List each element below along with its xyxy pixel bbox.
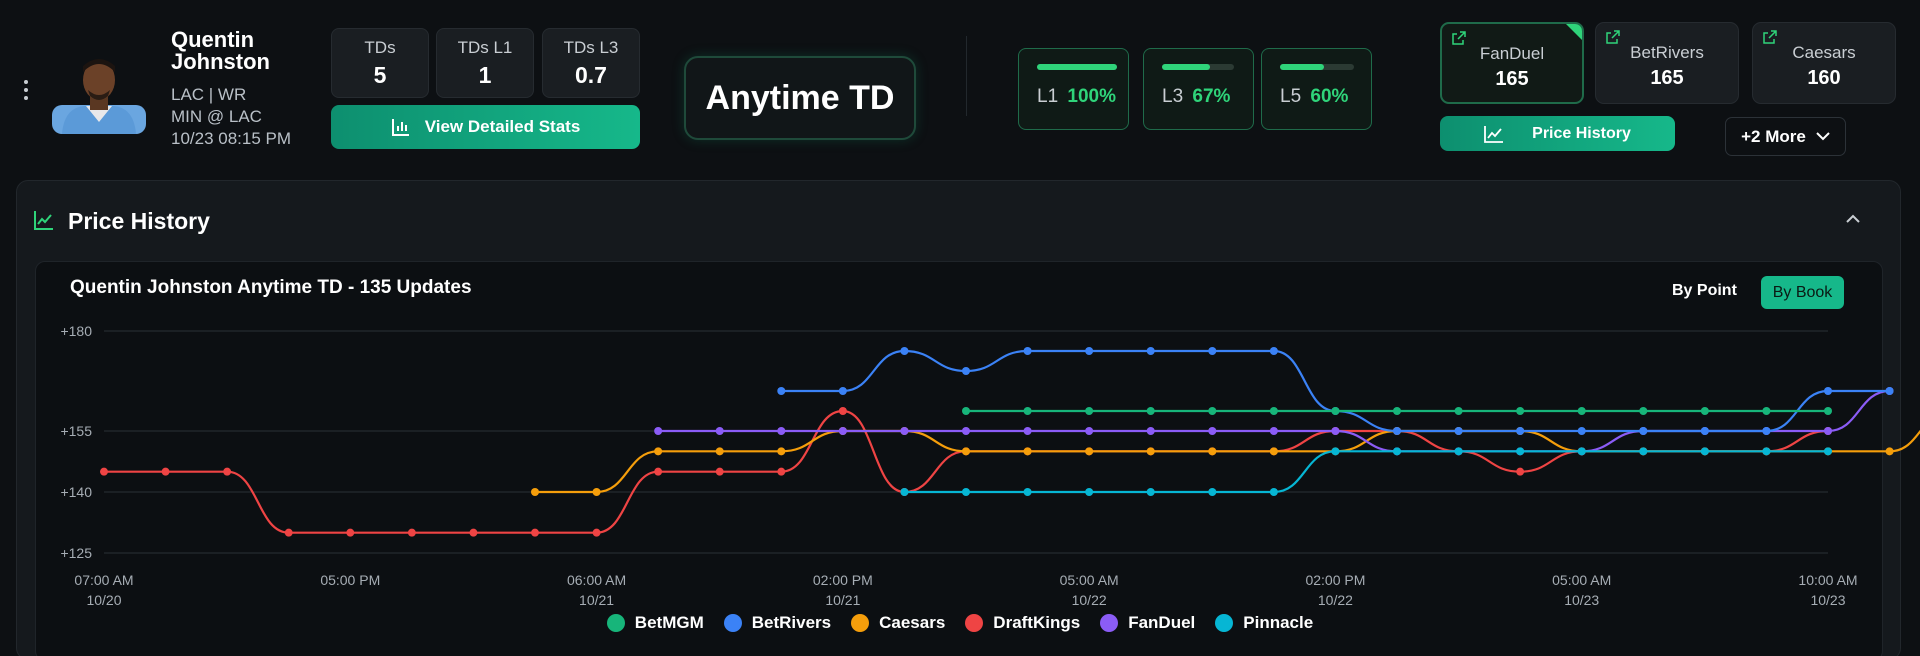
legend-dot <box>723 614 742 632</box>
stat-value: 0.7 <box>575 62 607 88</box>
hit-rate-l5: L5 60% <box>1261 48 1372 130</box>
bar-chart-icon <box>391 119 409 136</box>
active-corner-indicator <box>1566 24 1582 40</box>
chart-card <box>35 261 1883 656</box>
panel-title: Price History <box>68 208 210 234</box>
stat-label: TDs L3 <box>563 38 619 57</box>
legend-dot <box>1100 614 1119 632</box>
external-link-icon <box>1606 30 1620 44</box>
more-options-icon[interactable] <box>23 80 29 100</box>
hit-rate-text: L5 60% <box>1280 86 1349 107</box>
hit-rate-fill <box>1037 64 1117 70</box>
book-name: BetRivers <box>1630 43 1704 62</box>
by-book-toggle[interactable]: By Book <box>1761 276 1844 309</box>
stat-tds-l3: TDs L3 0.7 <box>542 28 640 98</box>
stat-label: TDs L1 <box>457 38 513 57</box>
hit-rate-text: L1 100% <box>1037 86 1117 107</box>
legend-item-betrivers[interactable]: BetRivers <box>723 613 832 633</box>
chart-legend: BetMGM BetRivers Caesars DraftKings FanDuel P… <box>0 613 1920 633</box>
by-point-toggle[interactable]: By Point <box>1672 282 1737 299</box>
hit-rate-bar <box>1162 64 1234 70</box>
book-name: FanDuel <box>1479 44 1545 63</box>
header-divider <box>966 36 967 116</box>
player-matchup: MIN @ LAC <box>171 107 262 126</box>
chevron-up-icon[interactable] <box>1844 210 1862 228</box>
legend-dot <box>606 614 625 632</box>
legend-label: BetRivers <box>751 613 832 632</box>
legend-item-pinnacle[interactable]: Pinnacle <box>1215 613 1313 633</box>
legend-item-draftkings[interactable]: DraftKings <box>965 613 1080 633</box>
view-detailed-stats-button[interactable]: View Detailed Stats <box>331 105 640 149</box>
player-meta: LAC | WR MIN @ LAC 10/23 08:15 PM <box>171 84 291 150</box>
price-history-button[interactable]: Price History <box>1440 116 1675 151</box>
legend-label: Pinnacle <box>1243 613 1314 632</box>
legend-dot <box>965 614 984 632</box>
hit-rate-bar <box>1280 64 1354 70</box>
stat-label: TDs <box>364 38 396 57</box>
book-price: 160 <box>1807 67 1841 89</box>
chevron-down-icon <box>1816 132 1830 141</box>
price-history-label: Price History <box>1532 124 1631 142</box>
hit-rate-bar <box>1037 64 1117 70</box>
legend-label: Caesars <box>879 613 946 632</box>
legend-label: FanDuel <box>1128 613 1196 632</box>
book-name: Caesars <box>1792 43 1856 62</box>
market-title: Anytime TD <box>684 56 916 140</box>
hit-rate-l3: L3 67% <box>1143 48 1254 130</box>
stat-tds: TDs 5 <box>331 28 429 98</box>
stat-value: 1 <box>478 62 492 88</box>
book-caesars[interactable]: Caesars 160 <box>1752 22 1896 104</box>
book-fanduel[interactable]: FanDuel 165 <box>1440 22 1584 104</box>
legend-item-betmgm[interactable]: BetMGM <box>606 613 704 633</box>
legend-item-fanduel[interactable]: FanDuel <box>1100 613 1195 633</box>
player-team-position: LAC | WR <box>171 85 247 104</box>
player-name: Quentin Johnston <box>171 27 270 74</box>
hit-rate-l1: L1 100% <box>1018 48 1129 130</box>
legend-dot <box>851 614 870 632</box>
more-books-dropdown[interactable]: +2 More <box>1725 117 1846 156</box>
legend-label: BetMGM <box>634 613 704 632</box>
game-datetime: 10/23 08:15 PM <box>171 129 292 148</box>
line-chart-icon <box>1484 125 1504 143</box>
external-link-icon <box>1763 30 1777 44</box>
external-link-icon <box>1452 31 1466 45</box>
hit-rate-fill <box>1162 64 1211 70</box>
line-chart-icon <box>34 211 53 230</box>
legend-label: DraftKings <box>993 613 1081 632</box>
chart-title: Quentin Johnston Anytime TD - 135 Update… <box>70 277 472 298</box>
book-price: 165 <box>1650 67 1684 89</box>
view-detailed-stats-label: View Detailed Stats <box>424 117 581 136</box>
book-price: 165 <box>1495 68 1529 90</box>
more-books-label: +2 More <box>1741 126 1806 146</box>
book-betrivers[interactable]: BetRivers 165 <box>1595 22 1739 104</box>
legend-item-caesars[interactable]: Caesars <box>851 613 945 633</box>
legend-dot <box>1215 614 1234 632</box>
hit-rate-text: L3 67% <box>1162 86 1231 107</box>
stat-tds-l1: TDs L1 1 <box>436 28 534 98</box>
stat-value: 5 <box>373 62 387 88</box>
avatar <box>52 50 146 134</box>
hit-rate-fill <box>1280 64 1325 70</box>
